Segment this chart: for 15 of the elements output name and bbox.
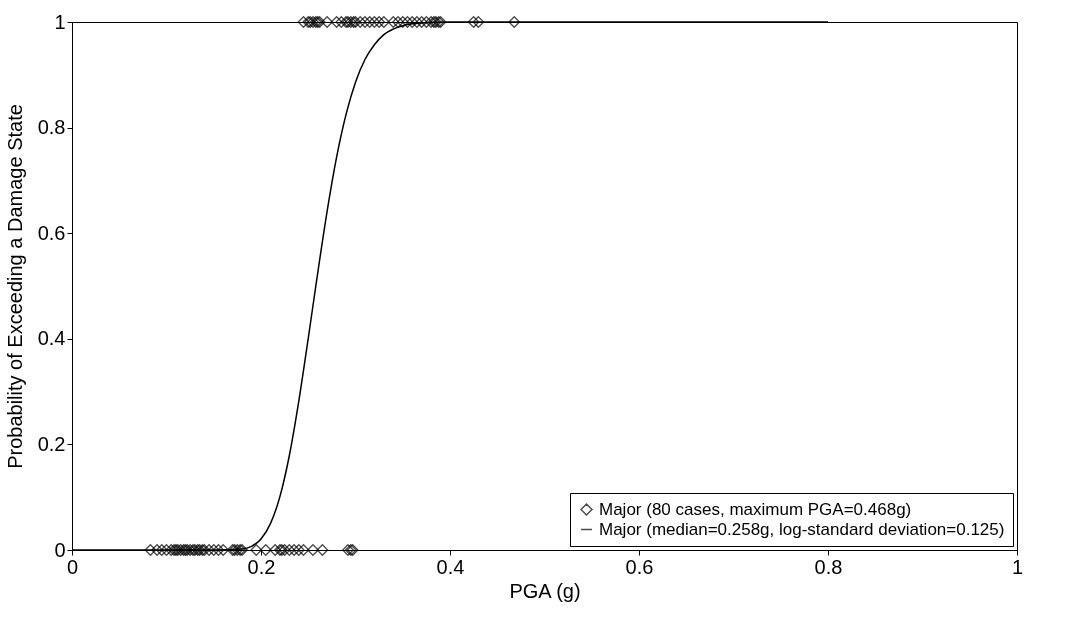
x-tick-label: 1 (1011, 555, 1024, 578)
x-axis-title: PGA (g) (509, 579, 581, 602)
x-tick-label: 0.2 (247, 555, 276, 578)
y-tick-label: 0.4 (37, 327, 66, 350)
legend-label: Major (80 cases, maximum PGA=0.468g) (599, 499, 912, 519)
y-tick-label: 0.6 (37, 221, 66, 244)
y-tick-label: 0.8 (37, 116, 66, 139)
x-tick-label: 0.8 (814, 555, 843, 578)
y-tick-label: 0 (54, 538, 66, 561)
x-tick-label: 0.4 (436, 555, 465, 578)
y-tick-label: 1 (54, 10, 66, 33)
y-axis-title: Probability of Exceeding a Damage State (3, 104, 26, 469)
legend-label: Major (median=0.258g, log-standard deviation=0.125) (599, 519, 1005, 539)
y-tick-label: 0.2 (37, 432, 66, 455)
x-tick-label: 0.6 (625, 555, 654, 578)
